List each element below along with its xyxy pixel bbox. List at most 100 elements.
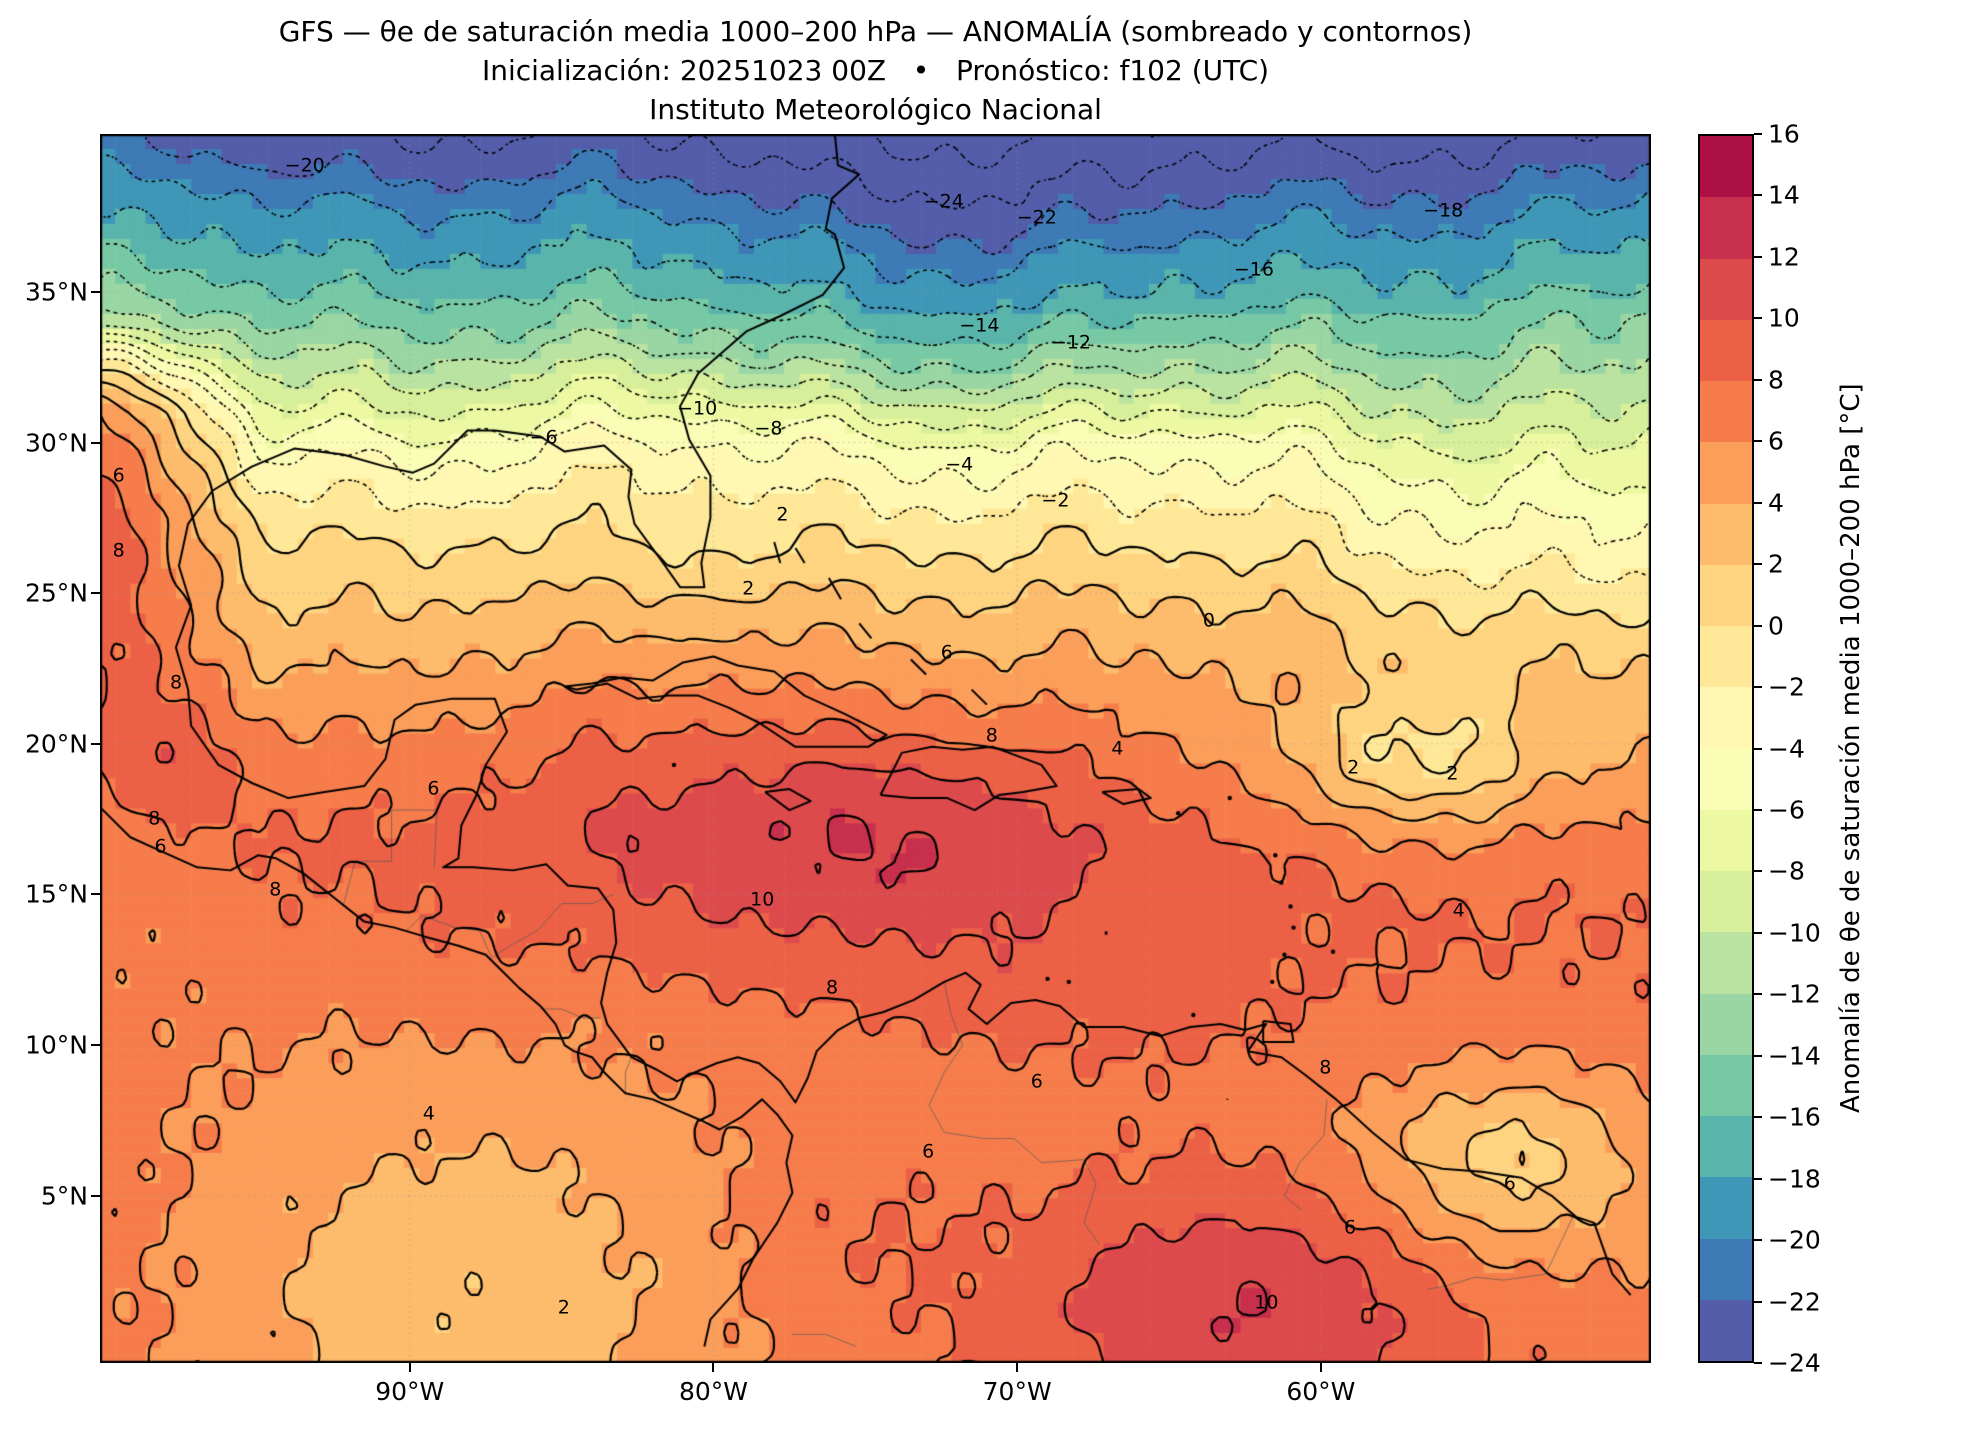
colorbar-tick-label: 16 (1768, 119, 1800, 149)
title-block: GFS — θe de saturación media 1000–200 hP… (100, 12, 1651, 129)
chart-title: GFS — θe de saturación media 1000–200 hP… (278, 15, 1473, 48)
colorbar-tick-label: −2 (1768, 672, 1805, 702)
contour-label: −6 (529, 426, 558, 449)
contour-label: 8 (1319, 1056, 1332, 1079)
colorbar-segment (1700, 871, 1752, 933)
contour-label: 6 (922, 1140, 935, 1163)
colorbar-tick-label: −24 (1768, 1348, 1821, 1378)
chart-institution: Instituto Meteorológico Nacional (649, 93, 1102, 126)
contour-label: 8 (148, 807, 161, 830)
y-axis-tickmark (91, 893, 100, 896)
colorbar-tick-label: 4 (1768, 488, 1784, 518)
x-axis-tick-label: 60°W (1286, 1377, 1356, 1406)
contour-label: −20 (284, 154, 325, 177)
contour-label: 8 (112, 539, 125, 562)
contour-label: 4 (1452, 899, 1465, 922)
colorbar-tick-label: −12 (1768, 979, 1821, 1009)
contour-label: 10 (1254, 1291, 1279, 1314)
contour-label: 4 (422, 1102, 435, 1124)
y-axis-tick-label: 10°N (24, 1030, 88, 1060)
colorbar-segment (1700, 932, 1752, 994)
contour-label: 6 (940, 641, 953, 664)
y-axis-tickmark (91, 441, 100, 444)
colorbar (1698, 134, 1754, 1363)
y-axis-tick-label: 30°N (24, 428, 88, 458)
contour-label: −12 (1050, 331, 1091, 354)
x-axis-tickmark (1016, 1363, 1019, 1372)
y-axis-tick-label: 5°N (40, 1181, 88, 1211)
contour-label: 2 (742, 577, 755, 600)
colorbar-tick-label: 14 (1768, 180, 1800, 210)
contour-label: 0 (1202, 609, 1215, 632)
colorbar-tickmark (1754, 133, 1762, 135)
colorbar-tickmark (1754, 1054, 1762, 1057)
colorbar-segment (1700, 319, 1752, 381)
y-axis-tickmark (91, 290, 100, 293)
x-axis-tick-label: 90°W (375, 1377, 445, 1406)
contour-label: −10 (677, 397, 718, 420)
colorbar-segment (1700, 381, 1752, 443)
y-axis-tickmark (91, 1044, 100, 1047)
contour-label: 8 (826, 976, 839, 999)
contour-label: −2 (1041, 489, 1070, 512)
colorbar-tickmark (1754, 1362, 1762, 1364)
contour-label: −16 (1233, 258, 1274, 281)
colorbar-segment (1700, 993, 1752, 1055)
colorbar-segment (1700, 809, 1752, 871)
colorbar-axis-label: Anomalía de θe de saturación media 1000–… (1836, 383, 1866, 1114)
contour-label: −18 (1423, 199, 1464, 222)
colorbar-segment (1700, 1299, 1752, 1361)
contour-label: 2 (1347, 756, 1360, 779)
contour-label: −8 (754, 417, 783, 440)
colorbar-segment (1700, 687, 1752, 749)
colorbar-tickmark (1754, 624, 1762, 627)
colorbar-tickmark (1754, 563, 1762, 566)
colorbar-tick-label: −6 (1768, 795, 1805, 825)
x-axis-tickmark (712, 1363, 715, 1372)
colorbar-tick-label: 12 (1768, 242, 1800, 272)
colorbar-tick-label: 6 (1768, 426, 1784, 456)
y-axis-tick-label: 20°N (24, 729, 88, 759)
contour-label: 6 (154, 835, 167, 858)
colorbar-segment (1700, 136, 1752, 198)
contour-label: 10 (750, 888, 775, 911)
y-axis-tick-label: 25°N (24, 578, 88, 608)
colorbar-tick-label: −22 (1768, 1287, 1821, 1317)
colorbar-tickmark (1754, 1300, 1762, 1303)
colorbar-tickmark (1754, 993, 1762, 996)
y-axis-tickmark (91, 592, 100, 595)
colorbar-tickmark (1754, 747, 1762, 750)
contour-label: 6 (1344, 1216, 1357, 1239)
colorbar-tickmark (1754, 255, 1762, 258)
x-axis-tickmark (1319, 1363, 1322, 1372)
colorbar-segment (1700, 1177, 1752, 1239)
colorbar-tickmark (1754, 870, 1762, 873)
contour-label: 8 (269, 878, 282, 901)
colorbar-tick-label: −16 (1768, 1102, 1821, 1132)
colorbar-tick-label: −10 (1768, 918, 1821, 948)
colorbar-tickmark (1754, 1116, 1762, 1119)
colorbar-segment (1700, 442, 1752, 504)
x-axis-tick-label: 70°W (982, 1377, 1052, 1406)
contour-label: 2 (776, 503, 789, 526)
colorbar-tickmark (1754, 194, 1762, 197)
contour-label: 8 (169, 671, 183, 694)
colorbar-segment (1700, 1238, 1752, 1300)
colorbar-tick-label: 8 (1768, 365, 1784, 395)
contour-label: −22 (1016, 206, 1057, 229)
colorbar-tickmark (1754, 440, 1762, 443)
colorbar-tick-label: −4 (1768, 734, 1805, 763)
y-axis-tick-label: 15°N (24, 879, 88, 909)
contour-label: 2 (557, 1296, 570, 1319)
colorbar-tickmark (1754, 1177, 1762, 1180)
colorbar-tick-label: 2 (1768, 549, 1784, 579)
contour-label: 6 (427, 777, 440, 800)
colorbar-segment (1700, 1054, 1752, 1116)
colorbar-tickmark (1754, 931, 1762, 934)
colorbar-tickmark (1754, 317, 1762, 320)
colorbar-tick-label: −14 (1768, 1041, 1821, 1071)
colorbar-segment (1700, 626, 1752, 688)
contour-label: 8 (985, 724, 998, 747)
colorbar-segment (1700, 748, 1752, 810)
